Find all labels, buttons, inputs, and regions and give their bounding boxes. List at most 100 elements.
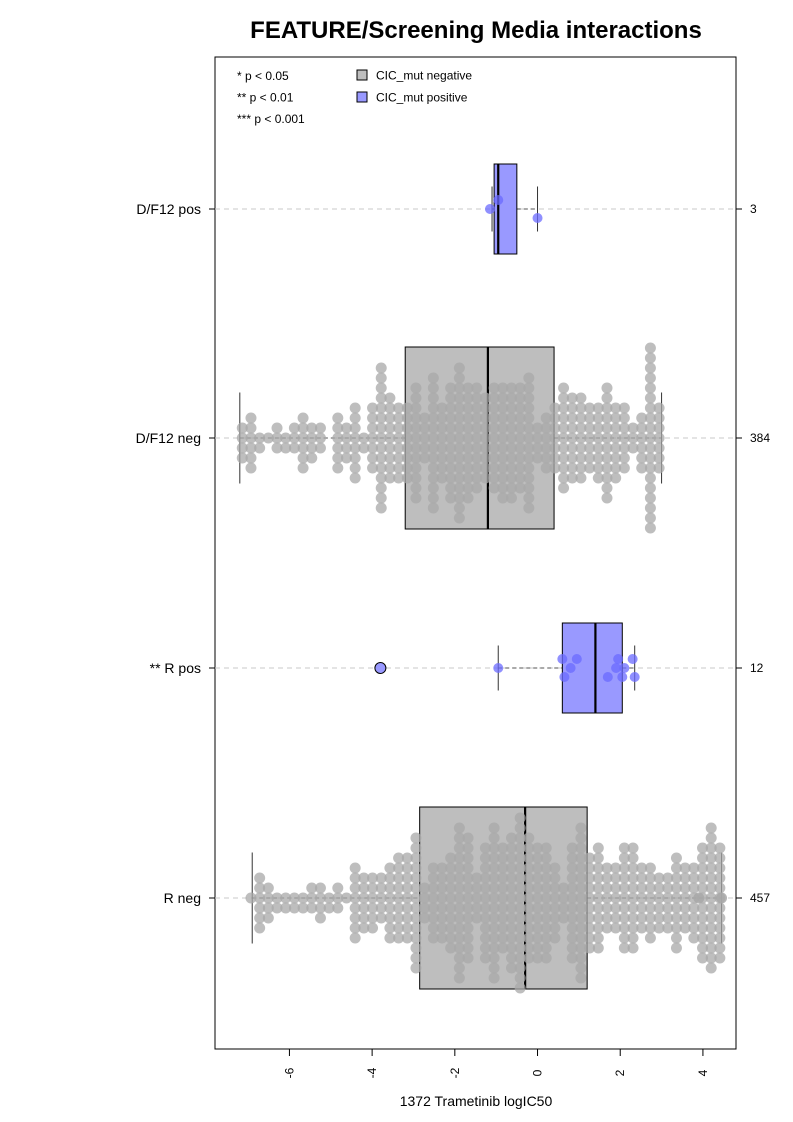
data-point bbox=[497, 392, 509, 404]
data-point bbox=[505, 492, 517, 504]
data-point bbox=[549, 862, 561, 874]
data-point bbox=[393, 882, 405, 894]
data-point bbox=[332, 892, 344, 904]
data-point bbox=[636, 892, 648, 904]
data-point bbox=[505, 852, 517, 864]
data-point bbox=[523, 412, 535, 424]
significance-legend-item: ** p < 0.01 bbox=[237, 91, 294, 105]
group-count: 457 bbox=[750, 891, 770, 905]
data-point bbox=[653, 912, 665, 924]
data-point bbox=[358, 442, 370, 454]
data-point bbox=[436, 932, 448, 944]
data-point bbox=[566, 432, 578, 444]
data-point bbox=[679, 902, 691, 914]
data-point bbox=[584, 932, 596, 944]
data-point bbox=[549, 932, 561, 944]
data-point bbox=[358, 892, 370, 904]
data-point bbox=[714, 952, 726, 964]
data-point bbox=[505, 932, 517, 944]
data-point bbox=[592, 872, 604, 884]
data-point bbox=[427, 442, 439, 454]
data-point bbox=[558, 462, 570, 474]
data-point bbox=[592, 422, 604, 434]
data-point bbox=[514, 942, 526, 954]
data-point bbox=[401, 862, 413, 874]
data-point bbox=[505, 412, 517, 424]
data-point bbox=[445, 452, 457, 464]
data-point bbox=[532, 902, 544, 914]
data-point bbox=[705, 912, 717, 924]
data-point bbox=[453, 372, 465, 384]
data-point bbox=[462, 492, 474, 504]
data-point bbox=[601, 462, 613, 474]
data-point bbox=[523, 862, 535, 874]
data-point bbox=[453, 882, 465, 894]
data-point bbox=[488, 972, 500, 984]
data-point bbox=[419, 412, 431, 424]
data-point bbox=[401, 402, 413, 414]
data-point bbox=[670, 882, 682, 894]
data-point bbox=[618, 872, 630, 884]
data-point bbox=[592, 892, 604, 904]
data-point bbox=[488, 962, 500, 974]
data-point bbox=[419, 882, 431, 894]
data-point bbox=[618, 442, 630, 454]
data-point bbox=[297, 442, 309, 454]
data-point bbox=[670, 862, 682, 874]
data-point bbox=[644, 342, 656, 354]
data-point bbox=[384, 912, 396, 924]
data-point bbox=[705, 852, 717, 864]
data-point bbox=[254, 912, 266, 924]
data-point bbox=[453, 862, 465, 874]
data-point bbox=[714, 882, 726, 894]
data-point bbox=[254, 442, 266, 454]
data-point bbox=[453, 952, 465, 964]
data-point bbox=[349, 432, 361, 444]
data-point bbox=[497, 402, 509, 414]
data-point bbox=[358, 432, 370, 444]
data-point bbox=[445, 882, 457, 894]
data-point bbox=[575, 432, 587, 444]
data-point bbox=[688, 862, 700, 874]
data-point bbox=[419, 912, 431, 924]
data-point bbox=[245, 412, 257, 424]
data-point bbox=[627, 654, 638, 664]
data-point bbox=[540, 862, 552, 874]
data-point bbox=[306, 422, 318, 434]
data-point bbox=[549, 452, 561, 464]
data-point bbox=[401, 852, 413, 864]
data-point bbox=[532, 432, 544, 444]
data-point bbox=[306, 902, 318, 914]
data-point bbox=[540, 422, 552, 434]
data-point bbox=[375, 382, 387, 394]
data-point bbox=[566, 892, 578, 904]
data-point bbox=[314, 432, 326, 444]
data-point bbox=[636, 882, 648, 894]
data-point bbox=[410, 952, 422, 964]
data-point bbox=[610, 462, 622, 474]
data-point bbox=[644, 932, 656, 944]
data-point bbox=[254, 882, 266, 894]
data-point bbox=[532, 213, 543, 223]
data-point bbox=[575, 882, 587, 894]
data-point bbox=[445, 922, 457, 934]
data-point bbox=[349, 452, 361, 464]
data-point bbox=[488, 442, 500, 454]
data-point bbox=[566, 472, 578, 484]
data-point bbox=[462, 432, 474, 444]
data-point bbox=[427, 922, 439, 934]
data-point bbox=[644, 472, 656, 484]
data-point bbox=[592, 842, 604, 854]
data-point bbox=[384, 432, 396, 444]
data-point bbox=[445, 392, 457, 404]
data-point bbox=[644, 502, 656, 514]
data-point bbox=[384, 392, 396, 404]
data-point bbox=[505, 452, 517, 464]
data-point bbox=[566, 392, 578, 404]
data-point bbox=[471, 382, 483, 394]
data-point bbox=[445, 412, 457, 424]
data-point bbox=[497, 852, 509, 864]
data-point bbox=[471, 482, 483, 494]
data-point bbox=[471, 422, 483, 434]
